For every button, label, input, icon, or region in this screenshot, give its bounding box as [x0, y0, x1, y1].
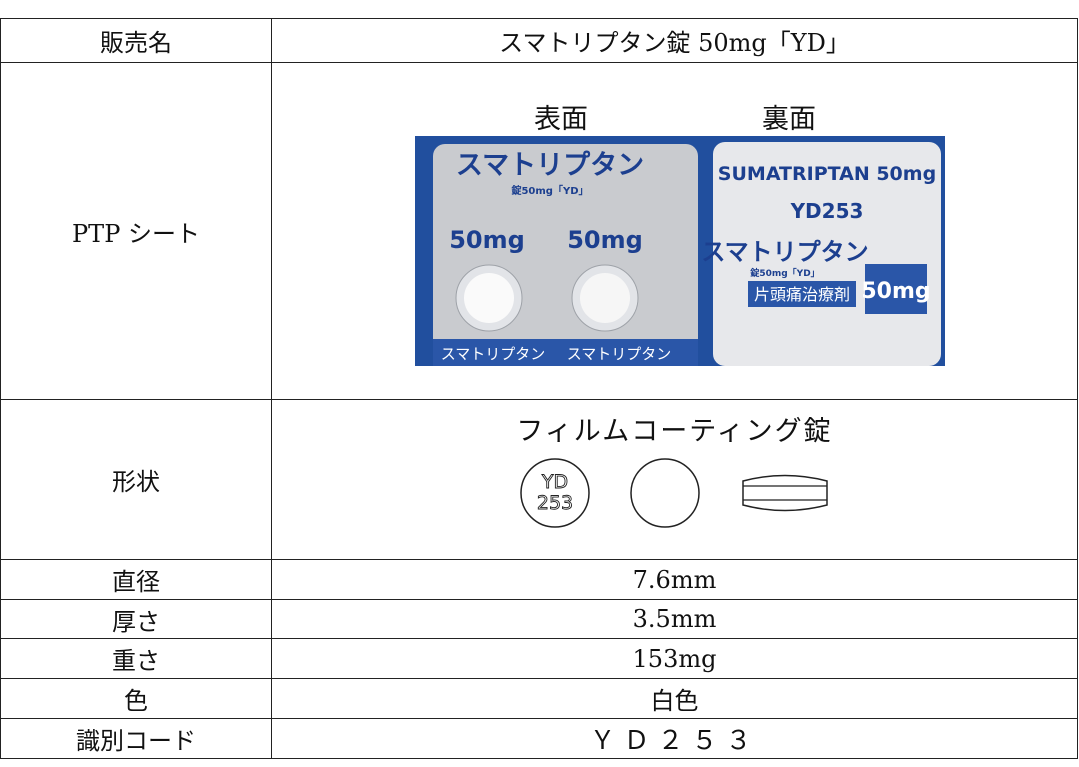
tablet-side [741, 474, 828, 512]
row-label: 色 [0, 678, 272, 719]
row-value: 153mg [271, 638, 1078, 679]
back-dose: 50mg [861, 279, 930, 304]
ptp-photo: スマトリプタン 錠50mg「YD」 50mg 50mg スマトリプタン スマトリ… [415, 136, 945, 366]
back-use: 片頭痛治療剤 [754, 285, 850, 304]
row-value: 白色 [271, 678, 1078, 719]
front-label: 表面 [534, 104, 588, 135]
shape-cell: フィルムコーティング錠 YD 253 [271, 399, 1078, 560]
row: 厚さ 3.5mm [0, 599, 1078, 639]
row-label: 販売名 [0, 18, 272, 63]
front-dose: 50mg [449, 226, 525, 254]
front-strip-text: スマトリプタン [567, 345, 672, 363]
row: 色 白色 [0, 678, 1078, 719]
front-strength: 錠50mg「YD」 [510, 184, 588, 197]
front-name: スマトリプタン [456, 150, 644, 181]
row-label: PTP シート [0, 62, 272, 400]
imprint: YD [540, 471, 567, 493]
ptp-box: 表面 裏面 スマトリプタン 錠50mg「YD」 50mg 50mg スマトリプタ… [272, 63, 1077, 399]
front-strip-text: スマトリプタン [441, 345, 546, 363]
info-table: 販売名 スマトリプタン錠 50mg「YD」 PTP シート 表面 裏面 スマトリ… [0, 18, 1078, 759]
row: 識別コード ＹＤ２５３ [0, 718, 1078, 759]
row: 直径 7.6mm [0, 559, 1078, 600]
front-strip [433, 339, 698, 366]
back-name: SUMATRIPTAN 50mg [718, 163, 936, 185]
row-label: 重さ [0, 638, 272, 679]
row-label: 形状 [0, 399, 272, 560]
pill [464, 273, 514, 323]
row-value: 7.6mm [271, 559, 1078, 600]
row-label: 直径 [0, 559, 272, 600]
pill [580, 273, 630, 323]
row-value: スマトリプタン錠 50mg「YD」 [271, 18, 1078, 63]
dose-box [865, 264, 927, 314]
row-value: 3.5mm [271, 599, 1078, 639]
back-strength: 錠50mg「YD」 [749, 267, 819, 279]
shape-type: フィルムコーティング錠 [516, 416, 833, 447]
row: 販売名 スマトリプタン錠 50mg「YD」 [0, 18, 1078, 63]
back-label: 裏面 [762, 104, 816, 135]
row-label: 厚さ [0, 599, 272, 639]
use-box [748, 281, 856, 307]
row-value: ＹＤ２５３ [271, 718, 1078, 759]
shape-drawing: YD 253 [519, 458, 828, 528]
row-label: 識別コード [0, 718, 272, 759]
imprint: 253 [536, 492, 572, 514]
row: 形状 フィルムコーティング錠 YD 253 [0, 399, 1078, 560]
row: 重さ 153mg [0, 638, 1078, 679]
row: PTP シート 表面 裏面 スマトリプタン 錠50mg「YD」 50mg 50m… [0, 62, 1078, 400]
front-dose: 50mg [567, 226, 643, 254]
ptp-cell: 表面 裏面 スマトリプタン 錠50mg「YD」 50mg 50mg スマトリプタ… [271, 62, 1078, 400]
back-brand: スマトリプタン [701, 238, 868, 266]
back-code: YD253 [790, 199, 864, 223]
tablet-top [519, 458, 590, 528]
tablet-bottom [629, 458, 700, 528]
